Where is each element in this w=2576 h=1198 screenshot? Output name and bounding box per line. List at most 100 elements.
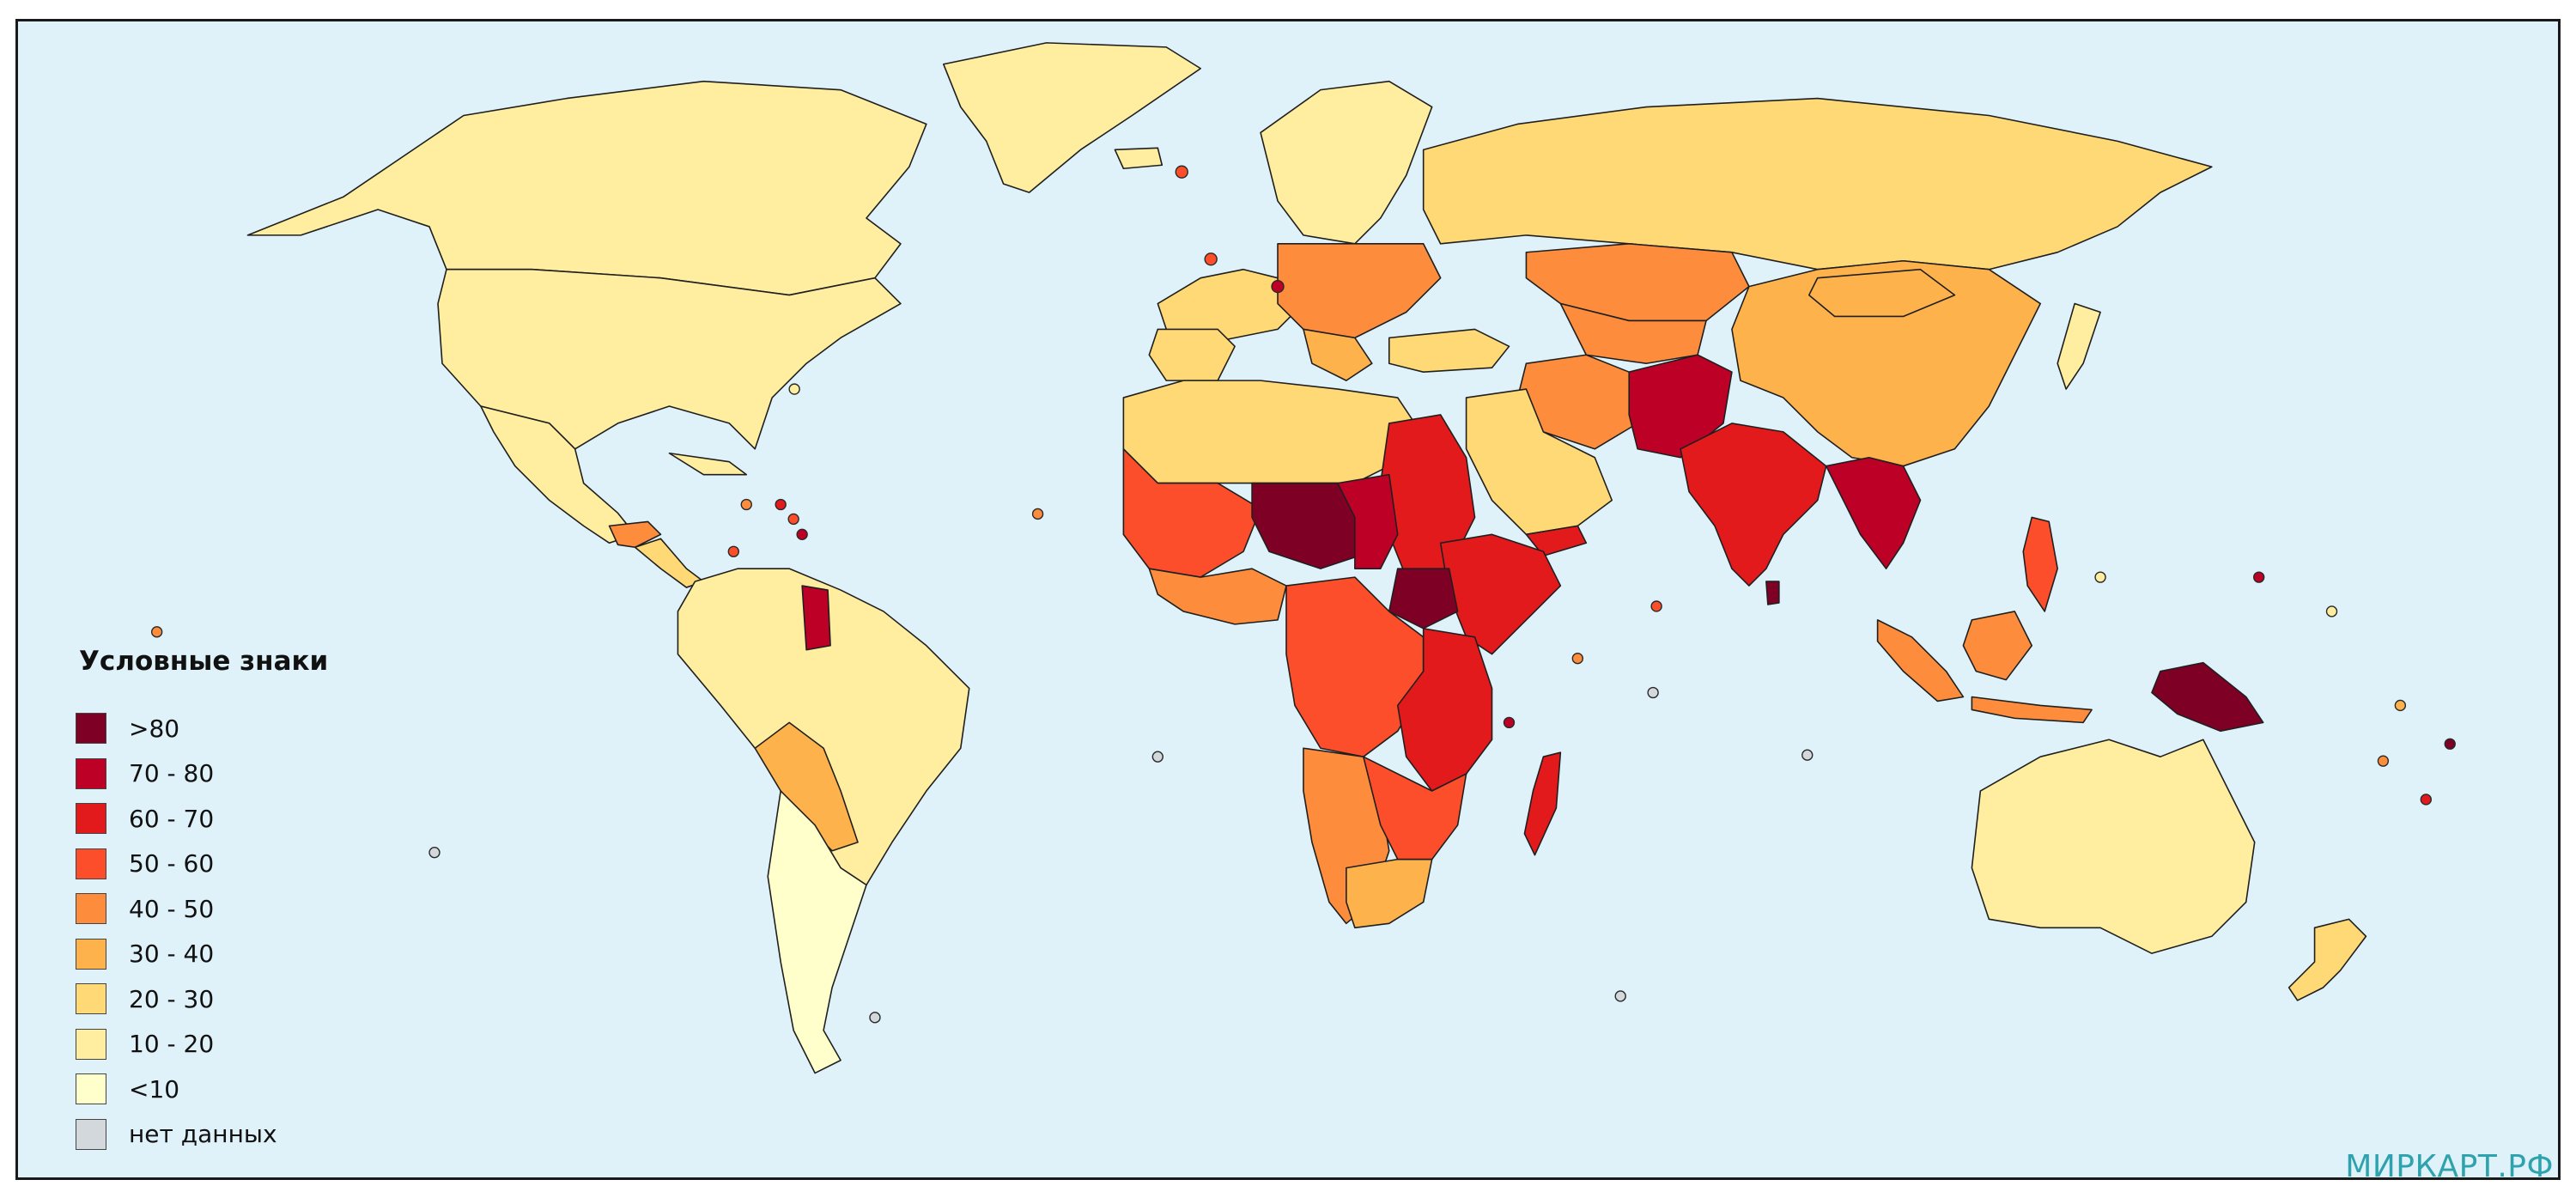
region-indonesia-east: [1971, 696, 2093, 724]
region-balkans: [1303, 328, 1373, 381]
region-guyana-suriname: [801, 585, 831, 651]
legend-swatch: [76, 983, 106, 1015]
legend-label: <10: [129, 1074, 180, 1104]
legend-row: 50 - 60: [62, 842, 328, 887]
island-marker: [1571, 653, 1584, 665]
island-marker: [727, 545, 739, 557]
legend-row: 70 - 80: [62, 751, 328, 797]
region-japan: [2057, 302, 2101, 390]
region-madagascar: [1523, 751, 1562, 856]
legend-row: >80: [62, 706, 328, 751]
legend-row: 60 - 70: [62, 796, 328, 842]
legend-label: 50 - 60: [129, 849, 215, 879]
region-cuba: [668, 452, 748, 476]
region-north-africa: [1122, 380, 1416, 484]
legend-label: 10 - 20: [129, 1030, 215, 1059]
legend-rows: >80 70 - 80 60 - 70 50 - 60 40 - 50 30 - 40 20…: [62, 706, 328, 1157]
region-chad-east: [1337, 473, 1399, 569]
map-frame: [15, 19, 2561, 1180]
region-west-africa-coast: [1148, 568, 1287, 625]
legend-label: 20 - 30: [129, 984, 215, 1013]
region-sahel-west: [1122, 447, 1261, 578]
legend-label: 70 - 80: [129, 759, 215, 788]
legend-swatch: [76, 1073, 106, 1105]
legend-row: 30 - 40: [62, 932, 328, 977]
island-marker: [796, 528, 808, 541]
island-marker: [788, 383, 800, 395]
legend-label: 30 - 40: [129, 940, 215, 969]
island-marker: [787, 513, 799, 526]
region-europe-north: [1260, 80, 1433, 245]
region-southeast-asia-mainland: [1825, 456, 1922, 569]
legend-title: Условные знаки: [79, 646, 329, 677]
region-canada-alaska: [246, 80, 927, 296]
region-southern-africa-east: [1363, 756, 1467, 860]
region-philippines: [2022, 516, 2058, 612]
island-marker: [775, 498, 787, 511]
region-argentina-chile: [767, 790, 867, 1074]
island-marker: [1647, 686, 1659, 699]
island-marker: [1801, 749, 1814, 761]
region-south-sudan: [1388, 568, 1459, 629]
island-marker: [2377, 755, 2390, 767]
region-indonesia-west: [1876, 619, 1965, 702]
legend-label: >80: [129, 714, 180, 743]
region-europe-east: [1277, 243, 1442, 339]
region-yemen: [1525, 525, 1588, 557]
island-marker: [2420, 794, 2432, 806]
legend-row: нет данных: [62, 1112, 328, 1158]
island-marker: [2325, 605, 2338, 617]
legend-swatch: [76, 893, 106, 925]
region-papua: [2151, 661, 2264, 733]
island-marker: [1204, 252, 1218, 266]
legend-row: 40 - 50: [62, 886, 328, 932]
island-marker: [428, 847, 440, 859]
legend-swatch: [76, 848, 106, 879]
island-marker: [1650, 600, 1662, 612]
watermark: МИРКАРТ.РФ: [2345, 1149, 2554, 1184]
legend-row: <10: [62, 1067, 328, 1112]
region-australia: [1971, 739, 2256, 954]
region-borneo: [1962, 611, 2033, 681]
legend-swatch: [76, 757, 106, 789]
legend-swatch: [76, 1028, 106, 1060]
island-marker: [2094, 571, 2106, 583]
island-marker: [2444, 738, 2456, 750]
legend-row: 10 - 20: [62, 1022, 328, 1067]
legend-swatch: [76, 803, 106, 835]
region-india: [1680, 423, 1827, 587]
legend-swatch: [76, 1118, 106, 1150]
legend-label: 40 - 50: [129, 894, 215, 923]
region-new-zealand: [2287, 918, 2367, 1001]
island-marker: [1503, 716, 1516, 729]
legend-swatch: [76, 938, 106, 970]
region-iberia: [1148, 328, 1236, 381]
island-marker: [2253, 571, 2265, 583]
region-sri-lanka: [1765, 581, 1780, 605]
region-arabia: [1465, 388, 1613, 536]
region-south-africa: [1346, 858, 1433, 929]
region-central-africa: [1285, 576, 1425, 757]
island-marker: [2394, 699, 2407, 712]
island-marker: [869, 1012, 881, 1024]
map-legend: Условные знаки >80 70 - 80 60 - 70 50 - 60 4…: [62, 646, 328, 1157]
legend-label: нет данных: [129, 1120, 277, 1149]
region-central-america: [608, 520, 662, 549]
island-marker: [1614, 990, 1626, 1002]
region-russia: [1422, 97, 2213, 271]
region-south-america-north: [677, 568, 970, 886]
world-map: [18, 21, 2558, 1177]
region-greenland: [943, 42, 1202, 193]
legend-row: 20 - 30: [62, 976, 328, 1022]
region-turkey: [1388, 328, 1510, 373]
region-iceland: [1114, 147, 1163, 170]
island-marker: [1175, 165, 1188, 179]
region-china: [1731, 259, 2042, 467]
island-marker: [1271, 279, 1285, 294]
island-marker: [740, 498, 752, 511]
island-marker: [150, 626, 163, 638]
island-marker: [1151, 751, 1163, 763]
region-mongolia: [1807, 268, 1956, 318]
legend-swatch: [76, 713, 106, 745]
island-marker: [1031, 508, 1044, 520]
